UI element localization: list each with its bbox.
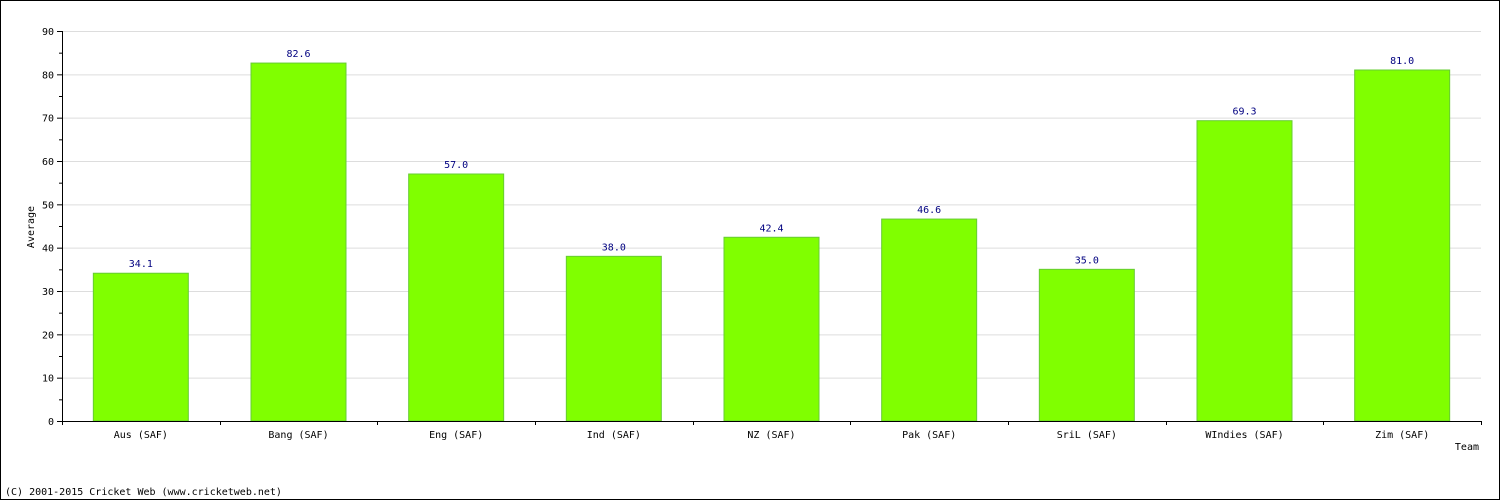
data-label: 69.3	[1232, 107, 1256, 118]
y-tick-label: 10	[42, 374, 54, 385]
y-tick-label: 80	[42, 70, 54, 81]
data-label: 81.0	[1390, 56, 1414, 67]
y-tick-label: 0	[48, 417, 54, 428]
axes	[57, 31, 1482, 425]
data-label: 38.0	[602, 242, 626, 253]
data-label: 42.4	[759, 223, 783, 234]
y-axis-title: Average	[26, 206, 37, 248]
y-tick-label: 70	[42, 114, 54, 125]
bar	[250, 62, 347, 422]
bar	[1196, 120, 1293, 422]
data-label: 82.6	[286, 49, 310, 60]
bar	[723, 236, 820, 422]
x-tick-label: Zim (SAF)	[1375, 430, 1429, 441]
bar	[881, 218, 978, 422]
bar	[1354, 69, 1451, 422]
y-tick-label: 60	[42, 157, 54, 168]
x-tick-label: NZ (SAF)	[747, 430, 795, 441]
data-label: 46.6	[917, 205, 941, 216]
data-label: 57.0	[444, 160, 468, 171]
bar	[565, 255, 662, 422]
x-tick-label: Bang (SAF)	[268, 430, 328, 441]
bar	[408, 173, 505, 422]
y-tick-label: 90	[42, 27, 54, 38]
bar	[1038, 268, 1135, 422]
bars	[92, 62, 1451, 422]
bar	[92, 272, 189, 422]
y-tick-label: 50	[42, 200, 54, 211]
data-label: 34.1	[129, 259, 153, 270]
x-tick-label: SriL (SAF)	[1057, 430, 1117, 441]
copyright-text: (C) 2001-2015 Cricket Web (www.cricketwe…	[5, 487, 282, 498]
x-tick-label: WIndies (SAF)	[1205, 430, 1283, 441]
y-tick-label: 20	[42, 330, 54, 341]
data-label: 35.0	[1075, 255, 1099, 266]
x-axis-title: Team	[1455, 442, 1479, 453]
x-tick-label: Pak (SAF)	[902, 430, 956, 441]
y-tick-label: 40	[42, 244, 54, 255]
labels: 0 10 20 30 40 50 60 70 80 90 34.1 Aus (SAF) 82.6 Bang…	[42, 27, 1429, 441]
x-tick-label: Ind (SAF)	[587, 430, 641, 441]
x-tick-label: Eng (SAF)	[429, 430, 483, 441]
x-tick-label: Aus (SAF)	[114, 430, 168, 441]
y-tick-label: 30	[42, 287, 54, 298]
